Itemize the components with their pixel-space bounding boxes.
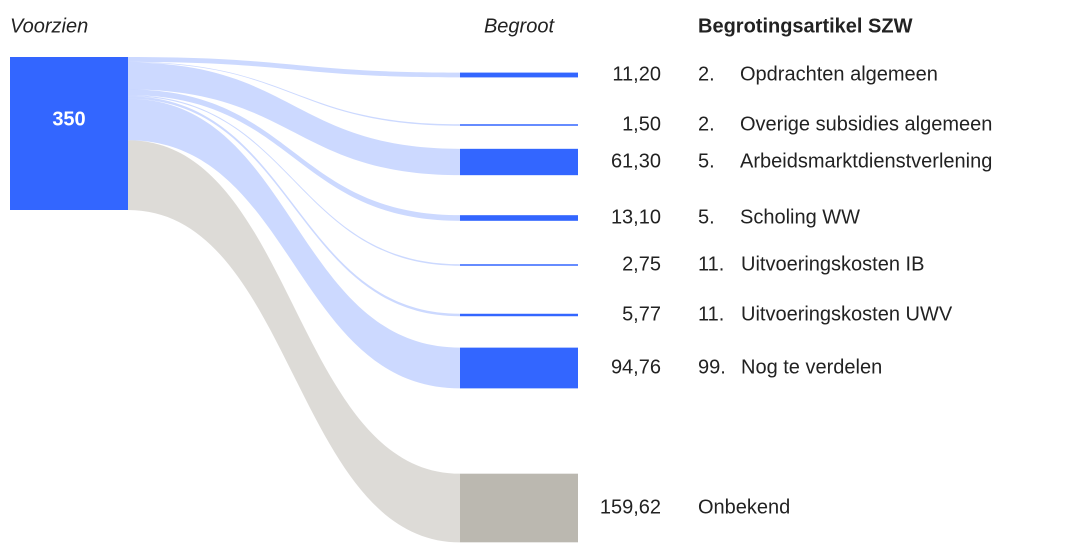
article-number: 11.: [698, 303, 724, 325]
source-value: 350: [52, 108, 85, 130]
flow: [128, 62, 460, 176]
category-label: Opdrachten algemeen: [740, 63, 938, 85]
target-node: [460, 72, 578, 78]
value-label: 2,75: [622, 253, 661, 275]
label-header: Begrotingsartikel SZW: [698, 15, 913, 37]
source-header: Voorzien: [10, 15, 88, 37]
value-label: 13,10: [611, 206, 661, 228]
value-label: 11,20: [612, 63, 661, 85]
category-label: Onbekend: [698, 496, 790, 518]
value-label: 61,30: [611, 150, 661, 172]
value-label: 94,76: [611, 356, 661, 378]
category-label: Overige subsidies algemeen: [740, 113, 992, 135]
target-node: [460, 148, 578, 176]
target-node: [460, 473, 578, 543]
article-number: 2.: [698, 63, 715, 85]
value-label: 1,50: [622, 113, 661, 135]
flow: [128, 96, 460, 317]
flow: [128, 140, 460, 543]
article-number: 5.: [698, 206, 715, 228]
source-node: [10, 57, 128, 210]
category-label: Scholing WW: [740, 206, 860, 228]
target-node: [460, 215, 578, 221]
flow: [128, 61, 460, 126]
target-header: Begroot: [484, 15, 555, 37]
flow: [128, 89, 460, 221]
category-label: Uitvoeringskosten UWV: [741, 303, 953, 325]
flow: [128, 95, 460, 266]
target-node: [460, 264, 578, 266]
value-label: 159,62: [600, 496, 661, 518]
article-number: 5.: [698, 150, 715, 172]
target-node: [460, 347, 578, 389]
flow: [128, 98, 460, 389]
target-node: [460, 124, 578, 126]
category-label: Nog te verdelen: [741, 356, 882, 378]
target-node: [460, 313, 578, 317]
category-label: Arbeidsmarktdienstverlening: [740, 150, 992, 172]
article-number: 99.: [698, 356, 726, 378]
article-number: 11.: [698, 253, 724, 275]
article-number: 2.: [698, 113, 715, 135]
category-label: Uitvoeringskosten IB: [741, 253, 924, 275]
value-label: 5,77: [622, 303, 661, 325]
flow: [128, 57, 460, 78]
